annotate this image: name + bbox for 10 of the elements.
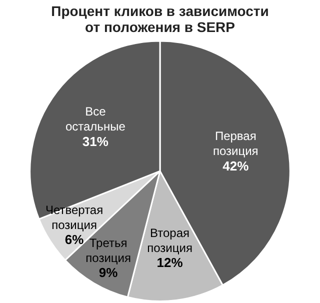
data-label: 42% (222, 158, 250, 174)
data-label: 9% (98, 265, 118, 280)
data-label: 31% (82, 134, 109, 149)
slice-label: Все остальные (65, 104, 126, 134)
data-label: 12% (156, 255, 184, 270)
slice-label: Первая позиция (212, 128, 258, 158)
slice-label: Вторая позиция (147, 226, 192, 255)
chart-title: Процент кликов в зависимости от положения в SERP (51, 2, 269, 36)
data-label: 6% (64, 232, 84, 248)
slice-label: Третья позиция (86, 236, 131, 265)
